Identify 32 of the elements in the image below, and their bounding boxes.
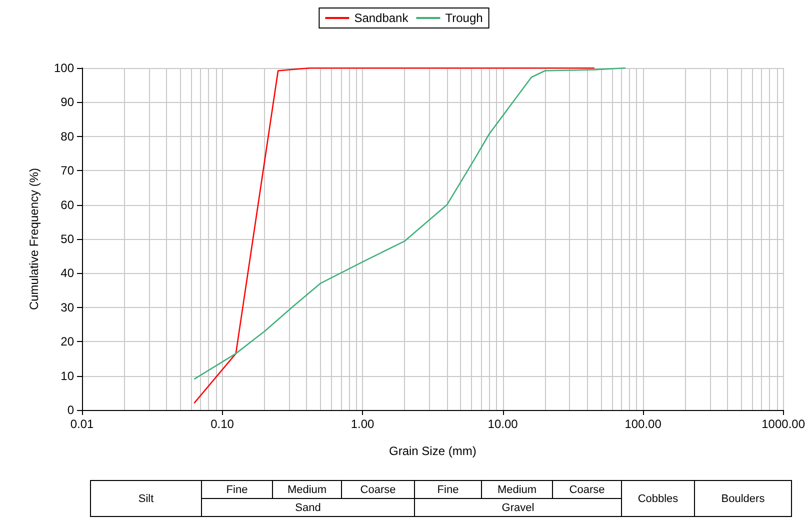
text: Fine [414, 480, 482, 498]
x-tick-label: 1000.00 [762, 417, 806, 431]
text: Medium [482, 480, 552, 498]
text: Coarse [342, 480, 414, 498]
legend-label: Trough [445, 11, 483, 25]
text: Medium [272, 480, 342, 498]
y-tick-label: 30 [60, 300, 74, 314]
y-tick-label: 60 [60, 198, 74, 212]
text: Coarse [552, 480, 622, 498]
x-tick-label: 1.00 [350, 417, 375, 431]
y-tick-label: 70 [60, 164, 74, 178]
y-tick-label: 50 [60, 232, 74, 246]
text: Silt [90, 480, 202, 516]
y-tick-label: 80 [60, 129, 74, 144]
y-tick-label: 20 [60, 334, 74, 349]
x-tick-label: 100.00 [624, 417, 662, 431]
y-tick-label: 40 [60, 266, 74, 280]
x-tick-label: 0.10 [210, 417, 234, 431]
text: Fine [202, 480, 272, 498]
legend-label: Sandbank [354, 11, 410, 25]
text: Sand [202, 498, 414, 516]
text: Cobbles [622, 480, 694, 516]
text: Gravel [414, 498, 622, 516]
x-axis-title: Grain Size (mm) [388, 444, 476, 458]
y-tick-label: 90 [60, 95, 74, 110]
y-tick-label: 10 [60, 368, 74, 383]
y-tick-label: 0 [67, 403, 74, 417]
text: Boulders [694, 480, 792, 516]
y-tick-label: 100 [54, 61, 74, 75]
y-axis-title: Cumulative Frequency (%) [27, 168, 41, 310]
x-tick-label: 10.00 [488, 417, 518, 431]
x-tick-label: 0.01 [70, 417, 94, 431]
